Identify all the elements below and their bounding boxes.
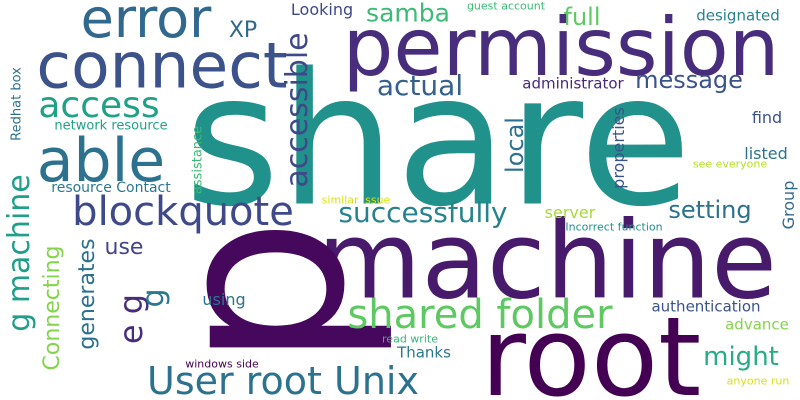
word-find: find <box>751 108 783 127</box>
word-server: server <box>544 203 596 222</box>
word-permission: permission <box>342 1 780 94</box>
word-looking: Looking <box>290 0 354 19</box>
word-able: able <box>36 126 166 196</box>
word-accessible: accessible <box>280 32 315 188</box>
word-local: local <box>501 117 529 173</box>
word-blockquote: blockquote <box>72 189 294 235</box>
word-setting: setting <box>668 196 752 224</box>
word-see-everyone: see everyone <box>692 157 768 171</box>
word-shared-folder: shared folder <box>347 292 613 338</box>
word-redhat-box: Redhat box <box>9 67 25 141</box>
word-network-resource: network resource <box>54 118 168 134</box>
word-guest-account: guest account <box>466 0 546 13</box>
word-anyone-run: anyone run <box>726 374 790 388</box>
word-g-machine: g machine <box>2 174 37 332</box>
word-user-root-unix: User root Unix <box>147 359 419 400</box>
word-resource-contact: resource Contact <box>51 180 171 196</box>
word-actual: actual <box>376 69 464 102</box>
word-connecting: Connecting <box>40 245 65 371</box>
word-assistance: assistance <box>190 125 206 195</box>
word-using: using <box>202 290 246 309</box>
word-authentication: authentication <box>651 297 761 316</box>
word-machine: machine <box>317 199 777 324</box>
word-connect: connect <box>36 29 288 103</box>
word-share: share <box>184 34 692 248</box>
word-p: p <box>118 216 398 370</box>
word-incorrect-function: Incorrect function <box>565 220 663 234</box>
word-properties: properties <box>609 107 628 189</box>
word-similar-issue: similar issue <box>321 193 391 207</box>
word-use: use <box>104 235 144 260</box>
word-windows-side: windows side <box>185 357 259 371</box>
word-administrator: administrator <box>522 74 624 93</box>
word-advance: advance <box>725 315 789 334</box>
word-g: g <box>136 288 171 308</box>
word-listed: listed <box>744 144 788 163</box>
word-might: might <box>703 342 779 372</box>
word-root: root <box>480 293 702 400</box>
word-group: Group <box>779 180 798 230</box>
word-read-write: read write <box>382 332 438 346</box>
word-thanks: Thanks <box>397 343 451 362</box>
word-samba: samba <box>366 0 450 28</box>
word-generates: generates <box>75 238 100 350</box>
word-message: message <box>635 66 743 94</box>
word-designated: designated <box>696 6 780 25</box>
word-xp: XP <box>228 18 258 43</box>
word-error: error <box>80 0 212 50</box>
word-full: full <box>563 3 601 31</box>
word-successfully: successfully <box>338 196 508 229</box>
word-access: access <box>38 85 160 126</box>
